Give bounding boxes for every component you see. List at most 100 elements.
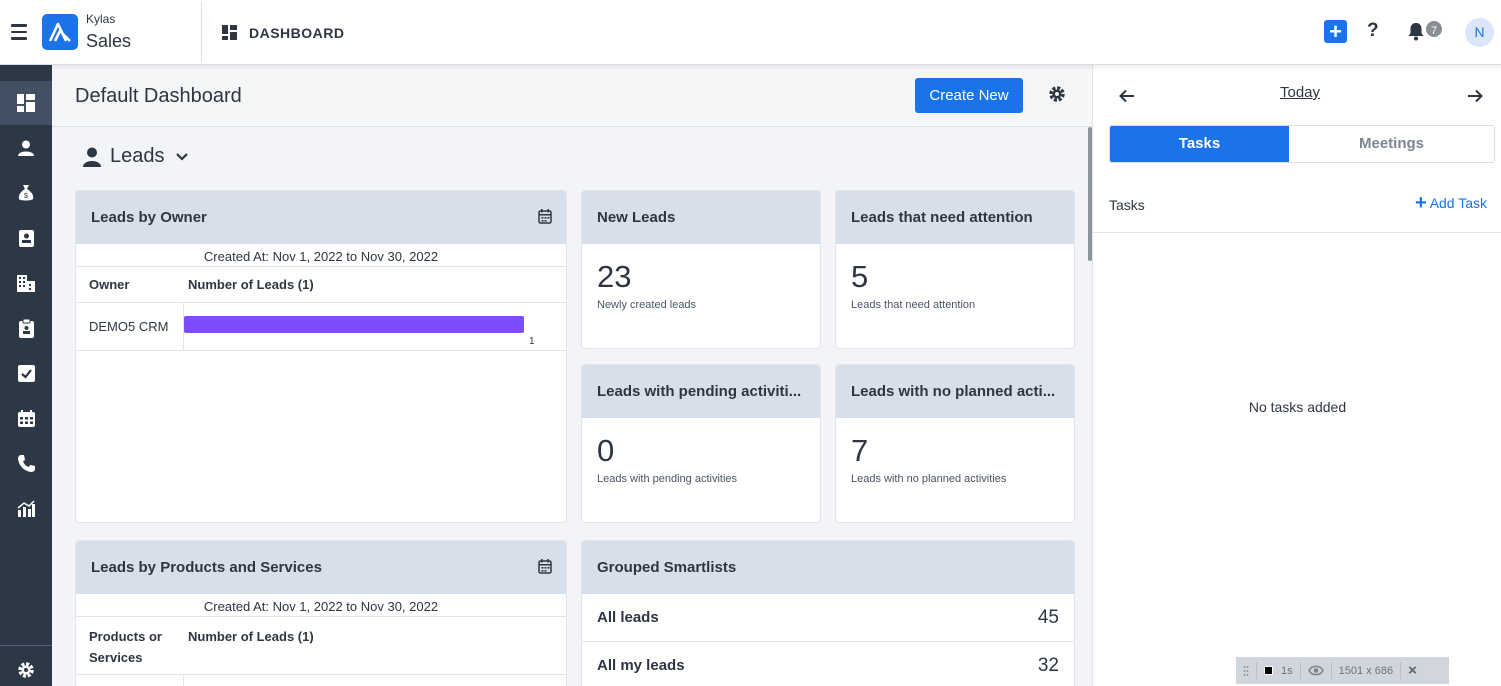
column-header-owner: Owner <box>89 277 130 292</box>
dimensions-label: 1501 x 686 <box>1332 662 1402 679</box>
entity-label: Leads <box>110 145 165 167</box>
pending-activities-card[interactable]: Leads with pending activiti... 0 Leads w… <box>581 364 821 523</box>
card-header: Leads with no planned acti... <box>836 365 1074 418</box>
arrow-left-icon[interactable] <box>1119 89 1135 108</box>
reports-icon <box>17 499 35 517</box>
drag-handle-icon[interactable] <box>1236 662 1257 679</box>
kylas-logo[interactable] <box>42 14 78 50</box>
brand-name: Kylas <box>86 12 116 26</box>
tasks-label: Tasks <box>1109 197 1145 213</box>
building-icon <box>17 274 35 292</box>
sidebar-item-contacts[interactable] <box>0 216 52 260</box>
sidebar-item-calendar[interactable] <box>0 396 52 440</box>
smartlist-count: 32 <box>1037 654 1059 676</box>
divider <box>1093 232 1501 233</box>
list-item[interactable]: All leads 45 <box>582 594 1074 642</box>
metric-value: 7 <box>851 433 869 468</box>
no-planned-activities-card[interactable]: Leads with no planned acti... 7 Leads wi… <box>835 364 1075 523</box>
sidebar-item-dashboard[interactable] <box>0 81 52 125</box>
column-header-products: Products or Services <box>76 626 184 674</box>
eye-icon[interactable] <box>1301 662 1332 679</box>
count-cell <box>184 675 566 686</box>
plus-icon: + <box>1415 192 1427 214</box>
metric-value: 0 <box>597 433 615 468</box>
user-icon <box>83 147 101 167</box>
arrow-right-icon[interactable] <box>1467 89 1483 108</box>
smartlist-name: All leads <box>597 609 659 626</box>
phone-icon <box>17 454 35 472</box>
table-row[interactable] <box>76 675 566 686</box>
list-item[interactable]: All my leads 32 <box>582 642 1074 686</box>
date-range: Created At: Nov 1, 2022 to Nov 30, 2022 <box>203 599 439 614</box>
top-bar: Kylas Sales DASHBOARD + ? 7 N <box>0 0 1501 65</box>
tab-tasks[interactable]: Tasks <box>1110 126 1289 162</box>
settings-icon <box>18 662 34 678</box>
table-header: Owner Number of Leads (1) <box>76 267 566 303</box>
sidebar-item-leads[interactable] <box>0 126 52 170</box>
owner-table: Owner Number of Leads (1) DEMO5 CRM 1 <box>76 266 566 351</box>
add-task-button[interactable]: + Add Task <box>1415 192 1488 214</box>
leads-by-owner-card: Leads by Owner Created At: Nov 1, 2022 t… <box>75 190 567 523</box>
main-content: Default Dashboard Create New Leads Leads… <box>52 65 1092 686</box>
sidebar-item-companies[interactable] <box>0 261 52 305</box>
bar-value: 1 <box>529 336 535 347</box>
card-title: Leads by Owner <box>91 209 207 226</box>
calendar-icon[interactable] <box>538 209 552 228</box>
table-header: Products or Services Number of Leads (1) <box>76 617 566 675</box>
record-controls: 1s <box>1257 662 1301 679</box>
page-title: Default Dashboard <box>75 85 242 107</box>
card-header: Leads by Owner <box>76 191 566 244</box>
sidebar-item-calls[interactable] <box>0 441 52 485</box>
column-header-line: Services <box>89 650 143 665</box>
stop-icon[interactable] <box>1264 666 1273 675</box>
notification-badge: 7 <box>1424 19 1444 39</box>
sidebar-item-deals[interactable]: $ <box>0 171 52 215</box>
dashboard-header: Default Dashboard Create New <box>52 65 1092 127</box>
divider <box>201 2 202 62</box>
metric-subtitle: Leads with pending activities <box>597 473 738 485</box>
clipboard-icon <box>18 318 34 338</box>
calendar-icon[interactable] <box>538 559 552 578</box>
table-row[interactable]: DEMO5 CRM 1 <box>76 303 566 351</box>
products-table: Products or Services Number of Leads (1) <box>76 616 566 686</box>
contact-card-icon <box>18 229 34 247</box>
metric-subtitle: Newly created leads <box>597 299 697 311</box>
avatar[interactable]: N <box>1465 18 1494 47</box>
scrollbar[interactable] <box>1088 127 1092 261</box>
owner-bar[interactable] <box>184 316 524 333</box>
quick-add-button[interactable]: + <box>1324 20 1347 43</box>
close-icon[interactable]: × <box>1408 662 1417 679</box>
card-header: Leads by Products and Services <box>76 541 566 594</box>
bell-icon[interactable] <box>1407 22 1425 46</box>
sidebar-item-tasks[interactable] <box>0 351 52 395</box>
logo-mark-icon <box>48 22 71 42</box>
sidebar-item-quotes[interactable] <box>0 306 52 350</box>
tab-meetings[interactable]: Meetings <box>1358 135 1424 152</box>
create-new-button[interactable]: Create New <box>915 78 1023 113</box>
metric-value: 5 <box>851 259 869 294</box>
entity-selector[interactable]: Leads <box>82 145 189 168</box>
money-bag-icon: $ <box>18 185 34 201</box>
help-icon[interactable]: ? <box>1367 20 1379 41</box>
sidebar-item-settings[interactable] <box>0 648 52 686</box>
tasks-panel: Today Tasks Meetings Tasks + Add Task No… <box>1092 65 1501 686</box>
calendar-icon <box>17 409 35 427</box>
leads-attention-card[interactable]: Leads that need attention 5 Leads that n… <box>835 190 1075 349</box>
column-header-line: Products or <box>89 629 162 644</box>
date-range: Created At: Nov 1, 2022 to Nov 30, 2022 <box>203 249 439 264</box>
interval-label: 1s <box>1281 664 1293 677</box>
card-title: Leads by Products and Services <box>91 559 322 576</box>
gear-icon[interactable] <box>1048 85 1066 108</box>
page-section-title: DASHBOARD <box>249 25 345 41</box>
smartlist-count: 45 <box>1037 606 1059 628</box>
brand-product: Sales <box>86 31 132 51</box>
card-header: Grouped Smartlists <box>582 541 1074 594</box>
today-link[interactable]: Today <box>1280 84 1321 101</box>
owner-name: DEMO5 CRM <box>76 303 184 350</box>
card-header: New Leads <box>582 191 820 244</box>
menu-icon[interactable] <box>11 24 27 40</box>
bar-cell: 1 <box>184 303 566 350</box>
add-task-label: Add Task <box>1429 195 1488 211</box>
new-leads-card[interactable]: New Leads 23 Newly created leads <box>581 190 821 349</box>
sidebar-item-reports[interactable] <box>0 486 52 530</box>
